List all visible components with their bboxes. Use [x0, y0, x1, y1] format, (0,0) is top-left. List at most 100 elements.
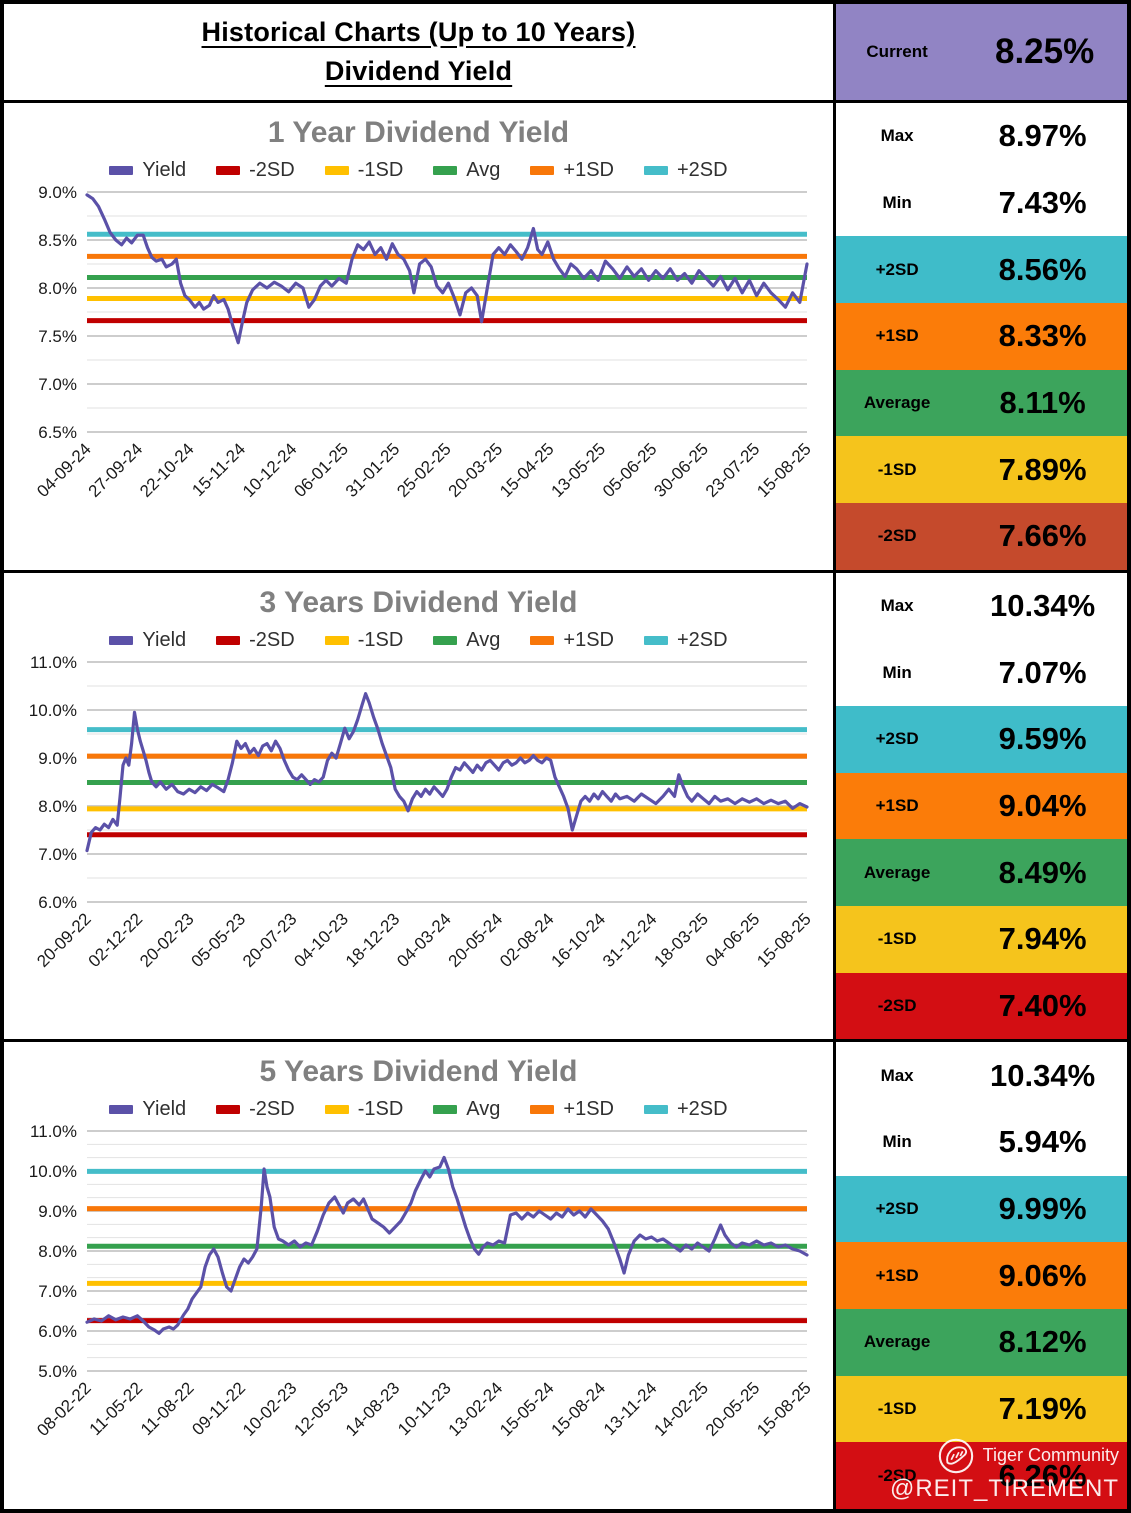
stat-value: 8.33%	[998, 318, 1087, 354]
stat-label: Min	[882, 1132, 912, 1152]
stat-value: 8.97%	[998, 118, 1087, 154]
page-title-line2: Dividend Yield	[324, 56, 513, 86]
y-tick-label: 10.0%	[28, 1162, 76, 1181]
legend-marker-icon	[324, 635, 349, 645]
x-tick-label: 13-11-24	[599, 1379, 660, 1440]
stat-label: +2SD	[875, 1199, 919, 1218]
x-tick-label: 18-12-23	[341, 909, 403, 971]
stat-value: 7.94%	[998, 921, 1087, 957]
stat-row-1sd: -1SD 7.94%	[836, 906, 1127, 973]
x-tick-label: 20-05-24	[444, 909, 506, 971]
stat-row-1sd: -1SD 7.19%	[836, 1375, 1127, 1443]
legend-label: -2SD	[249, 159, 295, 181]
stat-value: 9.06%	[998, 1257, 1087, 1293]
x-tick-label: 15-08-25	[753, 1379, 815, 1441]
stat-label: Max	[880, 1065, 914, 1085]
stat-label: Min	[882, 193, 912, 212]
legend-item-avg: Avg	[433, 629, 500, 652]
y-axis-labels: 9.0% 8.5% 8.0% 7.5% 7.0% 6.5%	[38, 184, 77, 442]
stat-row-1sd: +1SD 8.33%	[836, 303, 1127, 370]
legend-label: +2SD	[677, 159, 728, 181]
stat-label: +1SD	[875, 1265, 919, 1285]
x-tick-label: 15-11-24	[188, 439, 249, 500]
stat-value: 7.40%	[998, 988, 1087, 1024]
legend-marker-icon	[644, 166, 668, 175]
chart-canvas-5-years: 11.0%10.0%9.0%8.0%7.0%6.0%5.0%08-02-2211…	[28, 1123, 815, 1441]
y-tick-label: 11.0%	[30, 654, 77, 672]
stat-row-2sd: +2SD 9.59%	[836, 706, 1127, 773]
chart-section-5-years: 5 Years Dividend Yield Yield -2SD -1SD Avg +…	[4, 1039, 836, 1509]
chart-title-3-years: 3 Years Dividend Yield	[259, 585, 578, 619]
stat-row-2sd: -2SD 7.66%	[836, 503, 1127, 570]
x-tick-label: 05-05-23	[187, 909, 249, 971]
x-tick-label: 18-03-25	[650, 909, 712, 971]
yield-line	[84, 1156, 809, 1336]
chart-section-1-year: 1 Year Dividend Yield Yield -2SD -1SD Avg +1…	[4, 100, 836, 570]
stat-label: -1SD	[877, 1399, 917, 1419]
chart-section-3-years: 3 Years Dividend Yield Yield -2SD -1SD Avg +…	[4, 569, 836, 1040]
y-axis-labels: 11.0% 10.0% 9.0% 8.0% 7.0% 6.0%	[28, 654, 76, 912]
legend-marker-icon	[216, 1105, 241, 1115]
legend-item-+1sd: +1SD	[530, 159, 614, 182]
stats-panel-3-years: Max 10.34% Min 7.07% +2SD 9.59% +1SD 9.04% Avera…	[836, 569, 1127, 1040]
chart-title-5-years: 5 Years Dividend Yield	[259, 1055, 578, 1089]
legend-item-+2sd: +2SD	[644, 159, 728, 182]
chart-canvas-1-year: 9.0% 8.5% 8.0% 7.5% 7.0% 6.5%04-09-2427-09-24…	[33, 184, 815, 501]
legend-marker-icon	[324, 1105, 349, 1115]
x-tick-label: 23-07-25	[701, 439, 763, 501]
x-tick-label: 10-11-23	[394, 1379, 455, 1440]
legend-label: -1SD	[357, 1098, 404, 1121]
legend-marker-icon	[530, 166, 555, 175]
legend-label: +1SD	[563, 1098, 614, 1121]
stat-row-2sd: -2SD 7.40%	[836, 972, 1127, 1040]
x-tick-label: 02-08-24	[496, 909, 558, 971]
stat-value: 6.26%	[998, 1457, 1087, 1493]
current-yield-box: Current 8.25%	[836, 4, 1127, 100]
y-tick-label: 10.0%	[28, 701, 76, 720]
legend-item--2sd: -2SD	[216, 1098, 295, 1121]
stat-label: Average	[863, 1332, 931, 1352]
legend-label: -2SD	[249, 1098, 295, 1121]
stat-label: Average	[863, 862, 931, 882]
stat-value: 9.59%	[998, 721, 1087, 757]
stat-row-average: Average 8.11%	[836, 369, 1127, 437]
stat-value: 8.12%	[998, 1324, 1087, 1360]
x-tick-label: 10-02-23	[238, 1379, 300, 1441]
y-tick-label: 9.0%	[38, 749, 77, 768]
stat-label: Min	[882, 662, 912, 682]
x-tick-label: 15-05-24	[496, 1379, 558, 1441]
stats-panel-5-years: Max 10.34% Min 5.94% +2SD 9.99% +1SD 9.06% Avera…	[836, 1039, 1127, 1510]
stat-value: 7.19%	[998, 1391, 1087, 1427]
legend-item--1sd: -1SD	[324, 159, 403, 182]
legend-marker-icon	[109, 166, 134, 175]
legend-label: Yield	[142, 628, 187, 651]
x-tick-label: 08-02-22	[33, 1379, 95, 1441]
x-axis-labels: 04-09-2427-09-2422-10-2415-11-2410-12-24…	[33, 439, 815, 501]
x-tick-label: 22-10-24	[136, 439, 198, 501]
legend-marker-icon	[530, 635, 555, 645]
legend-marker-icon	[433, 166, 458, 175]
legend-label: Yield	[142, 1098, 187, 1121]
x-tick-label: 20-03-25	[444, 439, 506, 501]
x-tick-label: 04-06-25	[701, 909, 763, 971]
legend-marker-icon	[109, 635, 134, 645]
x-tick-label: 14-02-25	[650, 1379, 712, 1441]
stat-value: 8.56%	[998, 251, 1087, 287]
stat-value: 7.66%	[998, 518, 1087, 554]
stat-row-1sd: +1SD 9.06%	[836, 1242, 1127, 1310]
x-tick-label: 13-02-24	[444, 1379, 506, 1441]
legend-marker-icon	[433, 635, 458, 645]
x-tick-label: 04-03-24	[393, 909, 455, 971]
y-tick-label: 9.0%	[38, 1202, 77, 1221]
current-label: Current	[866, 42, 928, 61]
stat-label: Max	[880, 126, 914, 146]
legend-marker-icon	[433, 1105, 458, 1115]
stat-label: -1SD	[877, 459, 917, 479]
legend-label: +2SD	[677, 628, 728, 651]
stat-value: 7.89%	[998, 451, 1087, 487]
legend-item-avg: Avg	[433, 159, 500, 182]
gridlines-group	[86, 191, 807, 433]
legend-label: -1SD	[357, 628, 404, 651]
x-tick-label: 13-05-25	[547, 439, 609, 501]
stat-value: 7.07%	[998, 654, 1087, 690]
